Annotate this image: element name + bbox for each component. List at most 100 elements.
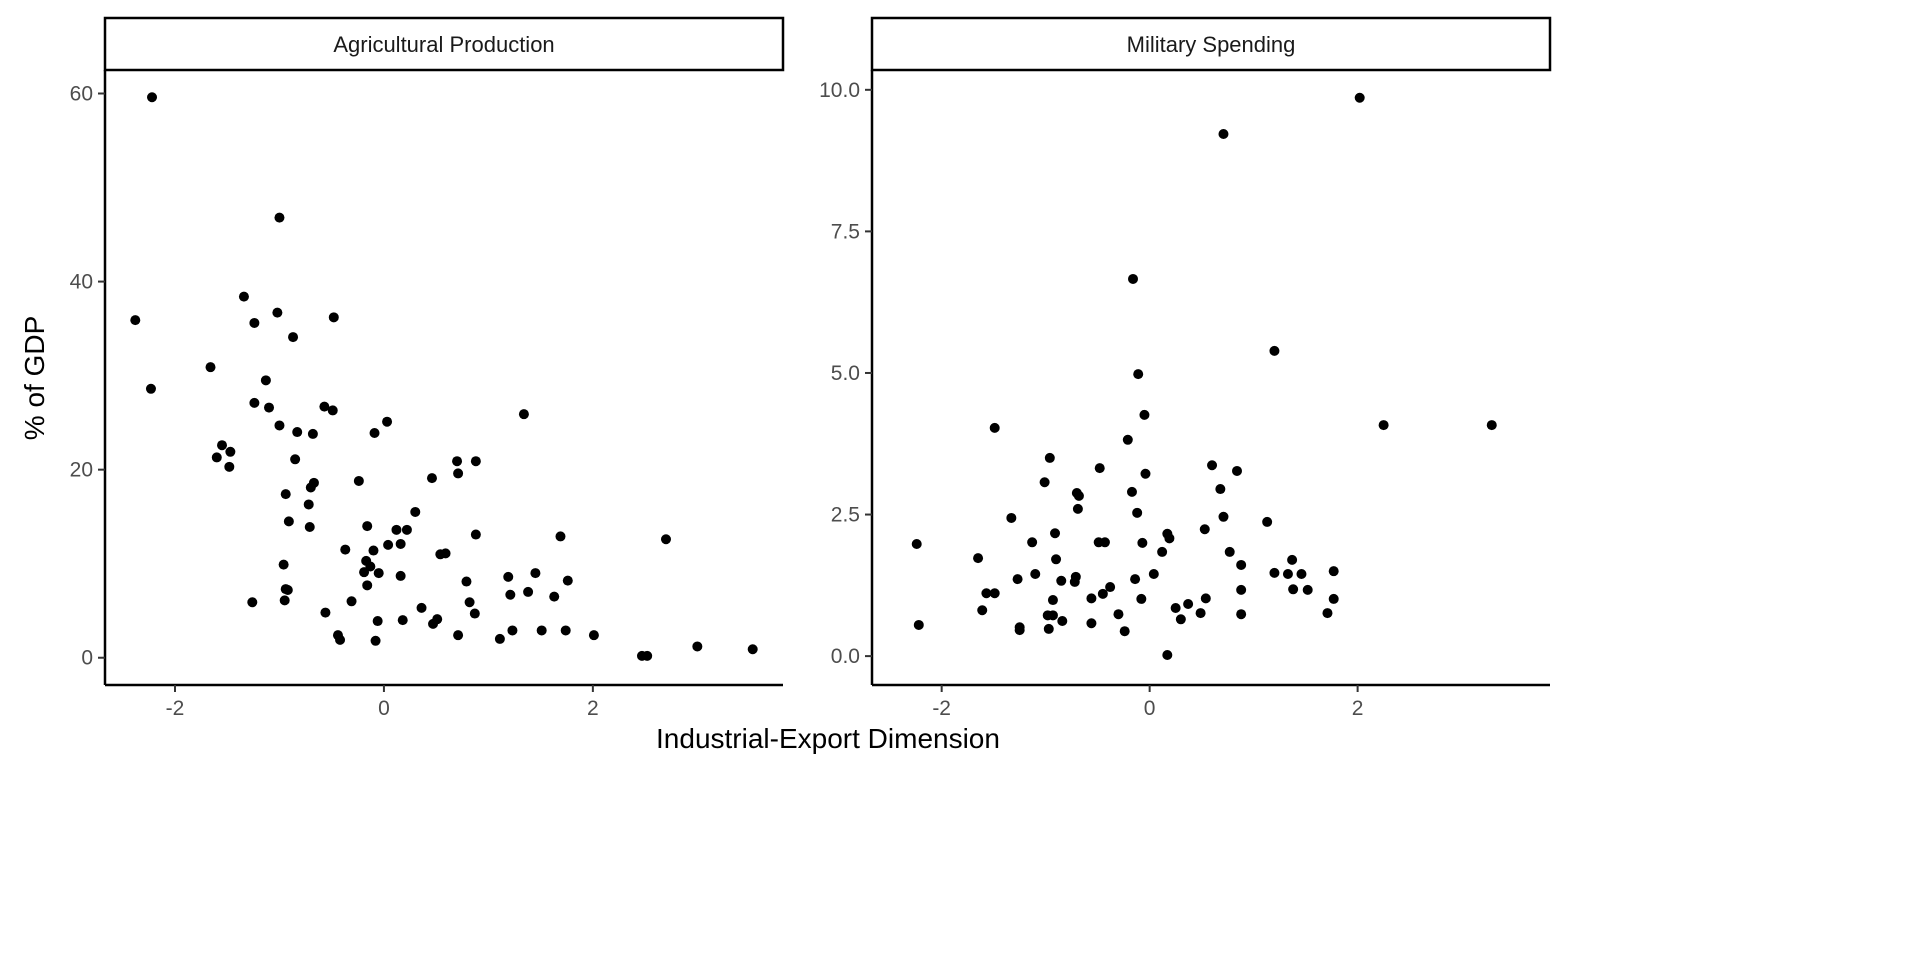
data-point bbox=[368, 545, 379, 556]
data-point bbox=[401, 524, 412, 535]
data-point bbox=[362, 521, 373, 532]
x-tick-label: 0 bbox=[1144, 697, 1156, 720]
x-tick-label: 0 bbox=[378, 697, 390, 720]
data-point bbox=[989, 588, 1000, 599]
data-point bbox=[1051, 554, 1062, 565]
data-point bbox=[1302, 584, 1313, 595]
data-point bbox=[989, 422, 1000, 433]
data-point bbox=[1119, 626, 1130, 637]
data-point bbox=[362, 580, 373, 591]
data-point bbox=[464, 597, 475, 608]
data-point bbox=[260, 375, 271, 386]
data-point bbox=[1269, 345, 1280, 356]
data-point bbox=[1043, 623, 1054, 634]
data-point bbox=[1069, 576, 1080, 587]
data-point bbox=[549, 591, 560, 602]
x-tick-label: -2 bbox=[166, 697, 185, 720]
data-point bbox=[1105, 582, 1116, 593]
data-point bbox=[536, 625, 547, 636]
data-point bbox=[391, 524, 402, 535]
data-point bbox=[1486, 420, 1497, 431]
data-point bbox=[1072, 503, 1083, 514]
data-point bbox=[1183, 599, 1194, 610]
data-point bbox=[272, 307, 283, 318]
data-point bbox=[507, 625, 518, 636]
y-tick-label: 5.0 bbox=[831, 362, 860, 385]
data-point bbox=[369, 427, 380, 438]
data-point bbox=[1354, 92, 1365, 103]
y-tick-label: 10.0 bbox=[819, 79, 860, 102]
y-tick-label: 2.5 bbox=[831, 504, 860, 527]
data-point bbox=[1207, 460, 1218, 471]
data-point bbox=[452, 456, 463, 467]
data-point bbox=[1170, 602, 1181, 613]
data-point bbox=[1099, 537, 1110, 548]
y-axis-title: % of GDP bbox=[19, 316, 50, 440]
data-point bbox=[383, 539, 394, 550]
data-point bbox=[494, 633, 505, 644]
data-point bbox=[1136, 593, 1147, 604]
data-point bbox=[911, 538, 922, 549]
data-point bbox=[1269, 567, 1280, 578]
data-point bbox=[1288, 584, 1299, 595]
data-point bbox=[973, 553, 984, 564]
data-point bbox=[410, 506, 421, 517]
data-point bbox=[469, 608, 480, 619]
data-point bbox=[1057, 616, 1068, 627]
data-point bbox=[1164, 533, 1175, 544]
data-point bbox=[470, 456, 481, 467]
data-point bbox=[562, 575, 573, 586]
data-point bbox=[382, 416, 393, 427]
facet-strip-label: Military Spending bbox=[1127, 32, 1296, 57]
facet-strip-label: Agricultural Production bbox=[333, 32, 554, 57]
data-point bbox=[977, 605, 988, 616]
data-point bbox=[1027, 537, 1038, 548]
y-tick-label: 20 bbox=[70, 459, 93, 482]
data-point bbox=[1094, 463, 1105, 474]
data-point bbox=[1199, 524, 1210, 535]
data-point bbox=[461, 576, 472, 587]
x-tick-label: 2 bbox=[587, 697, 599, 720]
facet-strip bbox=[870, 16, 1552, 72]
data-point bbox=[397, 615, 408, 626]
data-point bbox=[1224, 546, 1235, 557]
data-point bbox=[395, 570, 406, 581]
data-point bbox=[217, 440, 228, 451]
data-point bbox=[1378, 420, 1389, 431]
data-point bbox=[1140, 468, 1151, 479]
data-point bbox=[328, 312, 339, 323]
data-point bbox=[320, 607, 331, 618]
data-point bbox=[435, 549, 446, 560]
data-point bbox=[1132, 507, 1143, 518]
data-point bbox=[518, 409, 529, 420]
data-point bbox=[353, 475, 364, 486]
data-point bbox=[555, 531, 566, 542]
data-point bbox=[1236, 559, 1247, 570]
data-point bbox=[1122, 434, 1133, 445]
data-point bbox=[1126, 486, 1137, 497]
data-point bbox=[1328, 593, 1339, 604]
data-point bbox=[288, 332, 299, 343]
data-point bbox=[560, 625, 571, 636]
data-point bbox=[395, 538, 406, 549]
data-point bbox=[1215, 484, 1226, 495]
data-point bbox=[1287, 554, 1298, 565]
y-tick-label: 0.0 bbox=[831, 645, 860, 668]
data-point bbox=[211, 452, 222, 463]
data-point bbox=[130, 315, 141, 326]
y-tick-label: 0 bbox=[81, 647, 93, 670]
data-point bbox=[249, 317, 260, 328]
data-point bbox=[147, 92, 158, 103]
data-point bbox=[1014, 625, 1025, 636]
data-point bbox=[747, 644, 758, 655]
data-point bbox=[1073, 490, 1084, 501]
data-point bbox=[1113, 609, 1124, 620]
data-point bbox=[1322, 608, 1333, 619]
data-point bbox=[280, 489, 291, 500]
data-point bbox=[307, 428, 318, 439]
data-point bbox=[372, 616, 383, 627]
data-point bbox=[1130, 574, 1141, 585]
data-point bbox=[1056, 575, 1067, 586]
data-point bbox=[1200, 593, 1211, 604]
data-point bbox=[692, 641, 703, 652]
